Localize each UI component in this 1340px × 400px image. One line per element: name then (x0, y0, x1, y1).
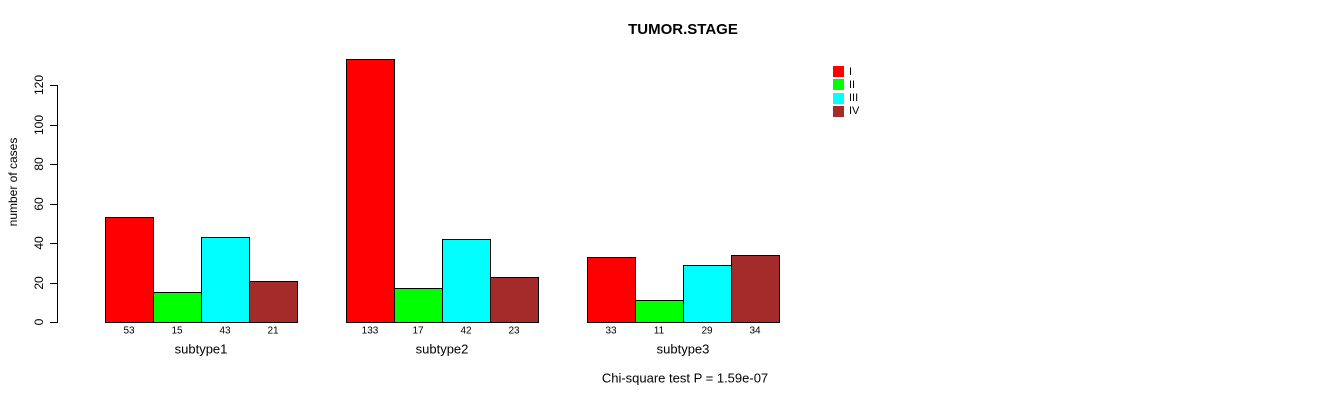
y-tick-label: 20 (32, 275, 46, 290)
bar-value-label: 43 (219, 325, 231, 337)
bar-subtype2-stage-I (346, 59, 395, 323)
bar-value-label: 29 (701, 325, 713, 337)
legend-swatch-III (833, 92, 844, 104)
bar-value-label: 23 (508, 325, 520, 337)
y-tick (50, 203, 57, 205)
bar-value-label: 53 (123, 325, 135, 337)
bar-subtype1-stage-III (201, 237, 250, 323)
bar-value-label: 11 (653, 325, 665, 337)
bar-subtype3-stage-III (683, 265, 732, 323)
y-tick-label: 0 (32, 318, 46, 326)
legend-label-I: I (849, 65, 853, 78)
legend-swatch-IV (833, 105, 844, 117)
bar-subtype3-stage-IV (731, 255, 780, 323)
y-tick (50, 282, 57, 284)
bar-value-label: 133 (361, 325, 379, 337)
y-axis-line (57, 85, 58, 323)
y-tick-label: 60 (32, 196, 46, 211)
bar-value-label: 42 (460, 325, 472, 337)
group-label-subtype2: subtype2 (415, 341, 469, 357)
group-label-subtype1: subtype1 (174, 341, 228, 357)
chart-title: TUMOR.STAGE (628, 21, 738, 38)
y-tick-label: 40 (32, 236, 46, 250)
group-label-subtype3: subtype3 (656, 341, 710, 357)
legend-label-II: II (849, 78, 856, 91)
legend-label-III: III (849, 92, 859, 105)
bar-value-label: 33 (605, 325, 617, 337)
y-tick (50, 85, 57, 86)
y-tick (50, 322, 57, 323)
bar-value-label: 15 (171, 325, 183, 337)
bar-subtype2-stage-III (442, 239, 491, 323)
legend-label-IV: IV (849, 105, 860, 118)
y-tick-label: 100 (32, 114, 46, 135)
bar-value-label: 34 (749, 325, 761, 337)
legend-swatch-II (833, 79, 844, 91)
bar-subtype2-stage-IV (490, 277, 539, 323)
y-tick (50, 243, 57, 244)
y-tick (50, 164, 57, 165)
bar-value-label: 17 (412, 325, 424, 337)
y-tick-label: 80 (32, 157, 46, 171)
bar-subtype1-stage-II (153, 292, 202, 323)
bar-subtype1-stage-IV (249, 281, 298, 323)
y-axis-label: number of cases (6, 137, 20, 227)
legend-swatch-I (833, 66, 844, 77)
chi-square-annotation: Chi-square test P = 1.59e-07 (601, 370, 769, 386)
y-tick (50, 124, 57, 126)
bar-subtype2-stage-II (394, 288, 443, 323)
y-tick-label: 120 (32, 74, 46, 96)
bar-value-label: 21 (267, 325, 279, 337)
bar-subtype3-stage-II (635, 300, 684, 323)
bar-subtype1-stage-I (105, 217, 154, 323)
bar-subtype3-stage-I (587, 257, 636, 323)
